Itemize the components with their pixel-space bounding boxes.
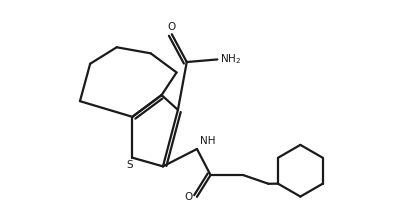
Text: O: O [185, 192, 193, 202]
Text: NH: NH [200, 136, 216, 146]
Text: S: S [126, 160, 133, 170]
Text: O: O [168, 22, 176, 32]
Text: NH$_2$: NH$_2$ [220, 53, 241, 66]
